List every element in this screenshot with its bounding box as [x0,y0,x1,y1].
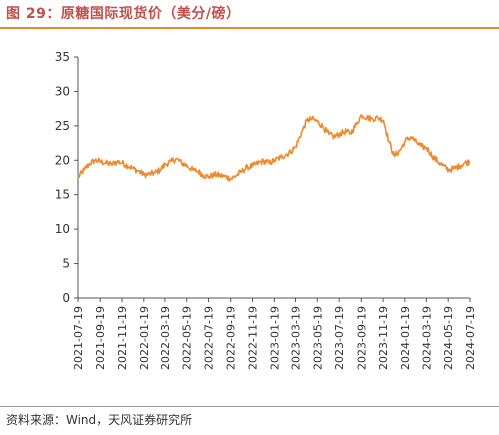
title-divider [0,27,499,29]
x-tick-label: 2023-03-19 [289,306,302,370]
series-line [77,114,471,182]
y-tick-label: 25 [55,119,70,133]
x-tick-label: 2021-11-19 [116,306,129,370]
x-tick-label: 2023-11-19 [377,306,390,370]
footer-divider [0,406,499,407]
x-tick-label: 2022-09-19 [225,306,238,370]
y-tick-label: 10 [55,222,70,236]
series-layer [77,114,471,182]
chart-title: 图 29：原糖国际现货价（美分/磅） [6,6,241,22]
source-note: 资料来源：Wind，天风证券研究所 [6,413,193,427]
x-tick-label: 2024-07-19 [464,306,477,370]
x-tick-label: 2022-05-19 [181,306,194,370]
y-tick-label: 5 [62,257,70,271]
x-tick-label: 2022-07-19 [203,306,216,370]
y-axis: 0 5 10 15 20 25 30 35 [55,50,79,305]
x-tick-label: 2024-03-19 [420,306,433,370]
x-tick-label: 2022-01-19 [138,306,151,370]
x-tick-label: 2023-09-19 [355,306,368,370]
y-tick-label: 15 [55,188,70,202]
y-tick-label: 30 [55,84,70,98]
x-tick-label: 2021-09-19 [94,306,107,370]
x-tick-label: 2023-05-19 [311,306,324,370]
x-tick-label: 2022-03-19 [159,306,172,370]
x-tick-label: 2024-05-19 [442,306,455,370]
y-tick-label: 20 [55,153,70,167]
x-tick-label: 2022-11-19 [247,306,260,370]
y-tick-label: 35 [55,50,70,64]
x-tick-label: 2023-01-19 [268,306,281,370]
x-axis: 2021-07-19 2021-09-19 2021-11-19 2022-01-19… [72,297,477,370]
x-tick-label: 2024-01-19 [399,306,412,370]
x-tick-label: 2023-07-19 [333,306,346,370]
x-tick-label: 2021-07-19 [72,306,85,370]
y-tick-label: 0 [62,291,70,305]
